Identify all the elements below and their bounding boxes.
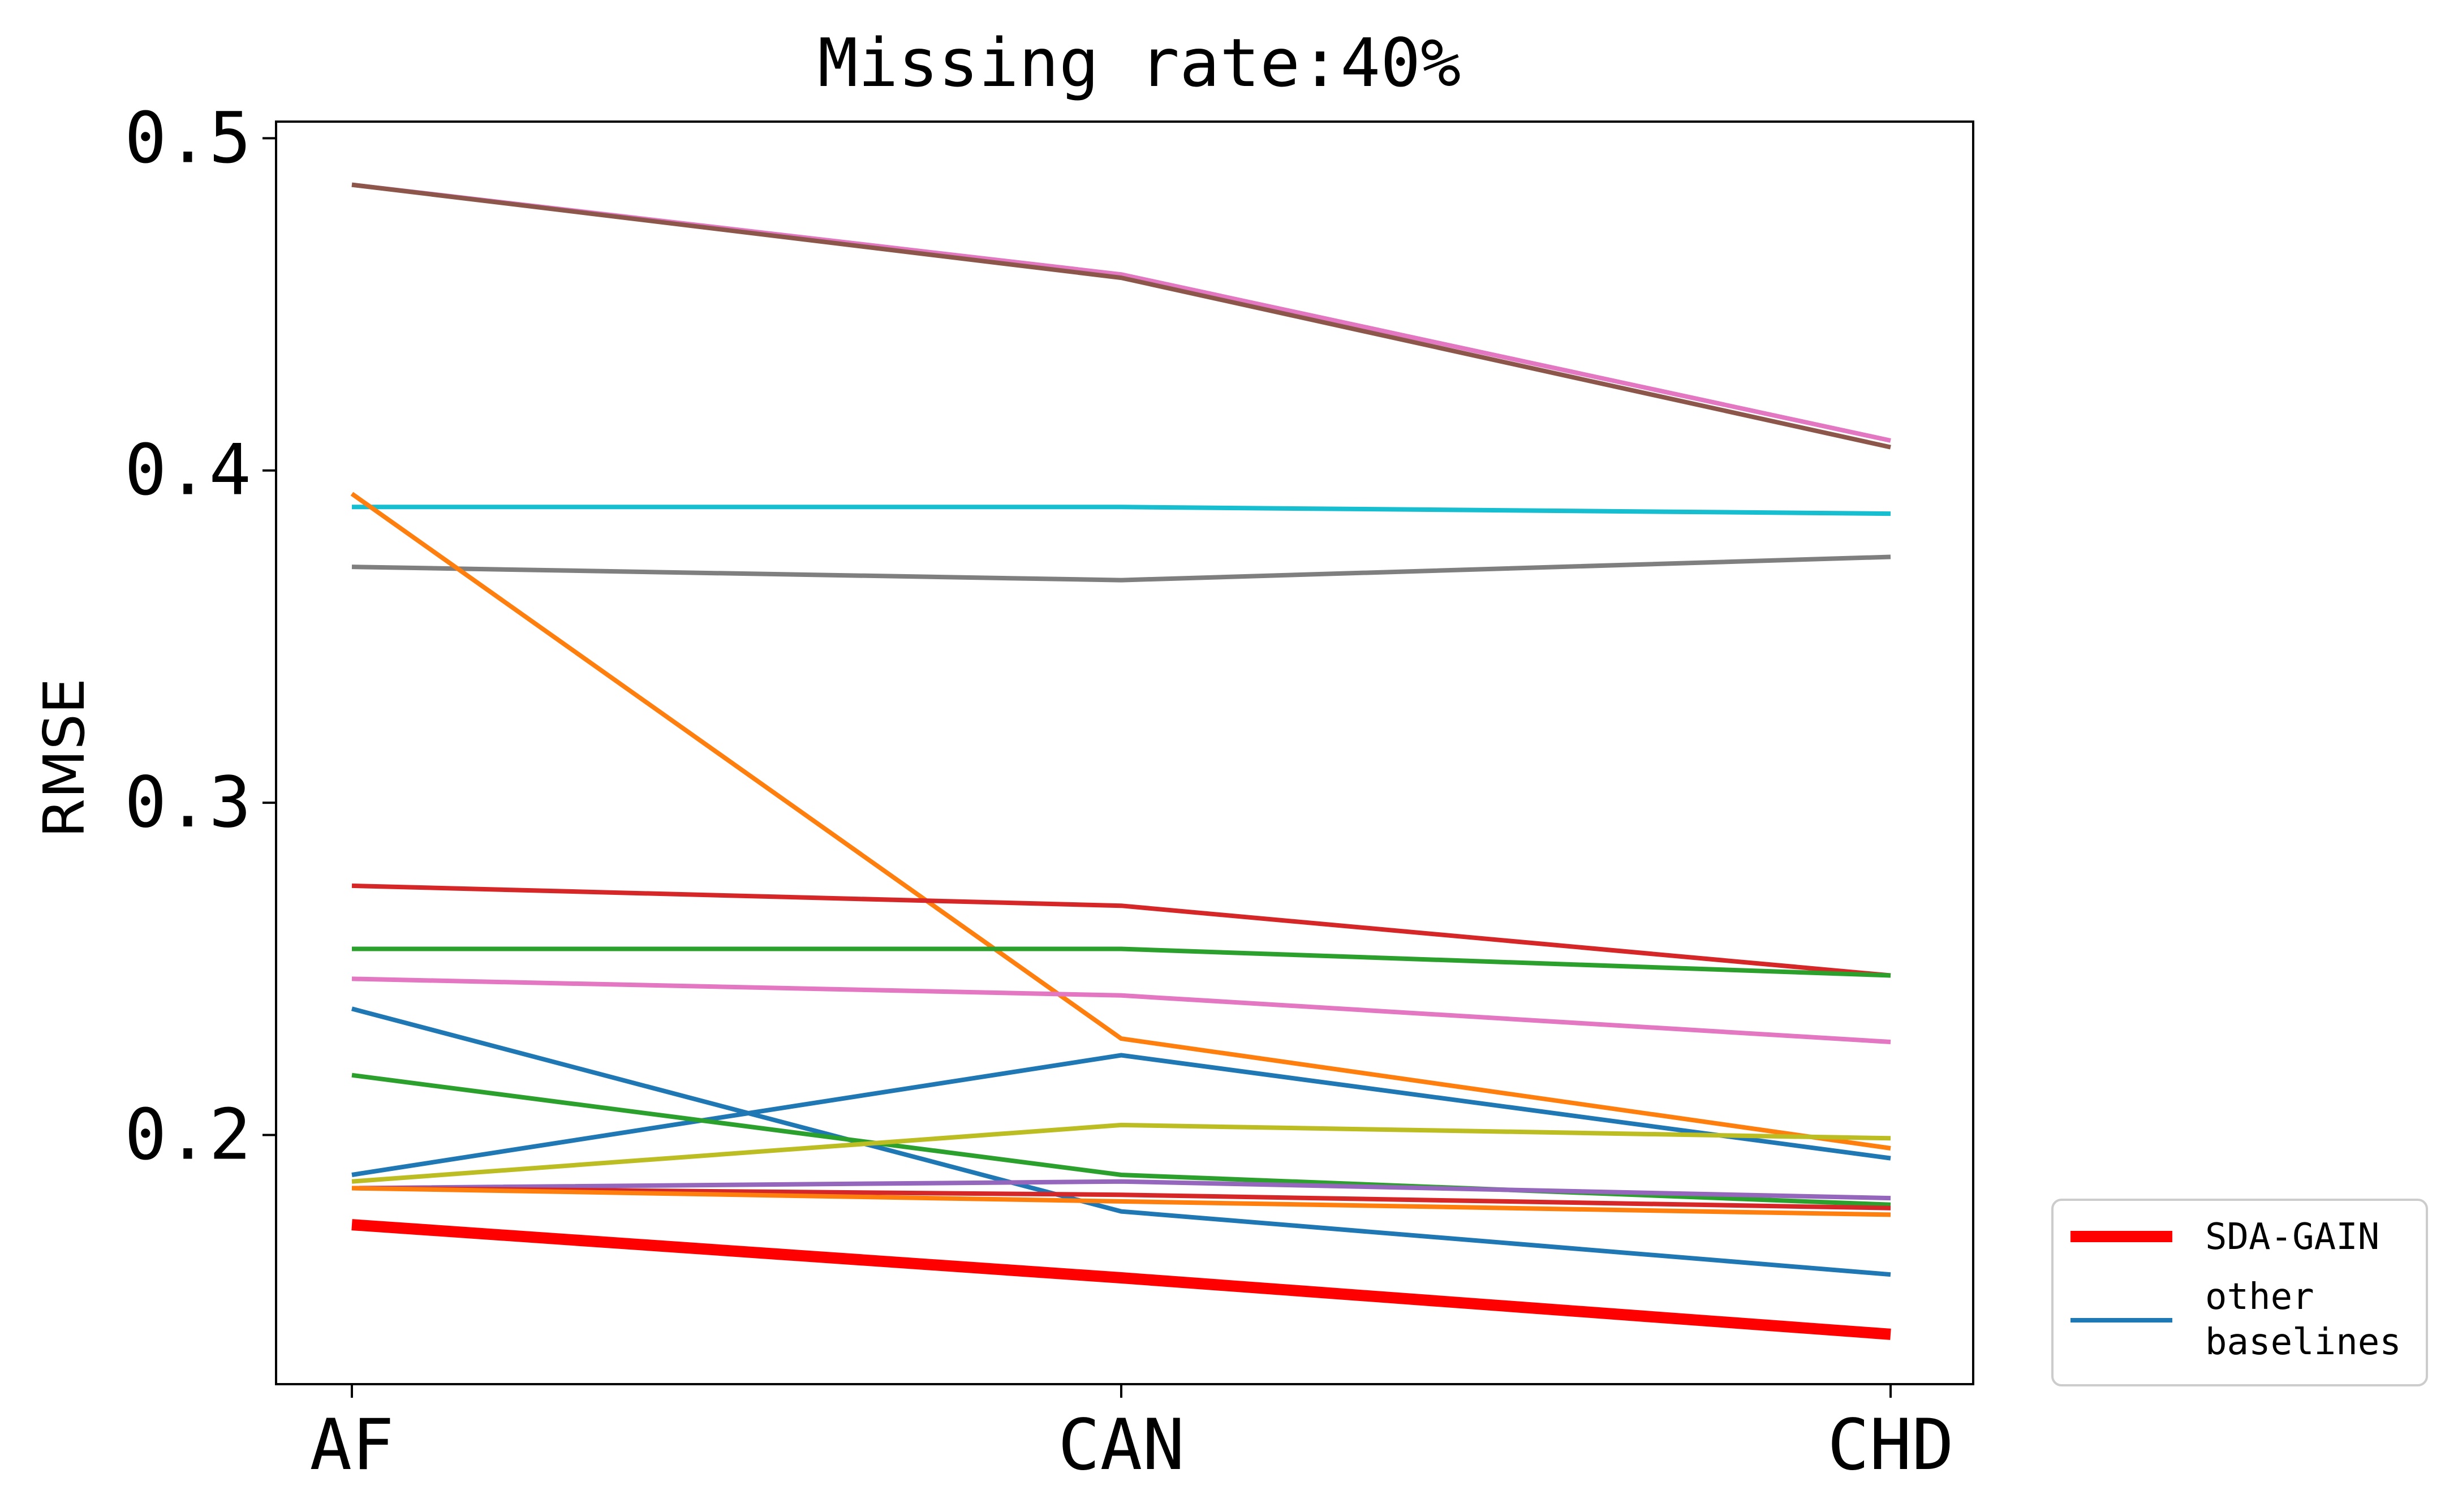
series-line-baseline-7 xyxy=(352,946,1891,978)
y-tick-label: 0.3 xyxy=(124,762,251,843)
y-axis-label: RMSE xyxy=(31,678,97,838)
series-line-baseline-15 xyxy=(351,1186,1891,1217)
series-line-baseline-13 xyxy=(351,1179,1891,1201)
series-line-baseline-6 xyxy=(351,883,1891,978)
legend-label-sda-gain: SDA-GAIN xyxy=(2205,1216,2379,1258)
y-tick-label: 0.2 xyxy=(124,1094,251,1175)
legend-label-other-baselines: other baselines xyxy=(2205,1276,2401,1363)
series-line-baseline-5 xyxy=(350,492,1891,1151)
plot-frame xyxy=(275,120,1974,1385)
x-tick-label: AF xyxy=(309,1405,394,1486)
series-layer xyxy=(350,182,1891,1340)
legend-frame xyxy=(2051,1199,2428,1386)
chart-title: Missing rate:40% xyxy=(818,24,1461,102)
x-axis-ticks: AF CAN CHD xyxy=(309,1384,1954,1486)
series-line-baseline-12 xyxy=(351,1122,1891,1184)
x-tick-label: CHD xyxy=(1827,1405,1954,1486)
series-line-sda-gain xyxy=(351,1219,1891,1340)
series-line-baseline-2 xyxy=(351,182,1891,450)
series-line-baseline-1 xyxy=(351,182,1891,443)
legend: SDA-GAIN other baselines xyxy=(2051,1199,2428,1386)
series-line-baseline-3 xyxy=(352,505,1891,516)
series-line-baseline-10 xyxy=(351,1053,1891,1177)
series-line-baseline-4 xyxy=(351,554,1891,583)
y-tick-label: 0.4 xyxy=(124,430,251,511)
series-line-baseline-9 xyxy=(351,1006,1891,1277)
y-tick-label: 0.5 xyxy=(124,97,251,179)
series-line-baseline-8 xyxy=(351,976,1891,1044)
y-axis-ticks: 0.2 0.3 0.4 0.5 xyxy=(124,97,276,1175)
x-tick-label: CAN xyxy=(1058,1405,1185,1486)
